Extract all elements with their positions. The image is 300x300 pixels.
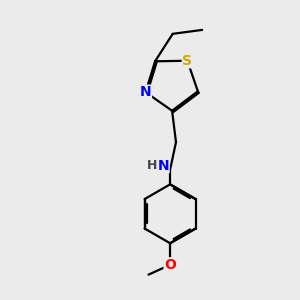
Text: O: O xyxy=(164,258,176,272)
Text: N: N xyxy=(158,159,169,173)
Text: H: H xyxy=(147,159,158,172)
Text: N: N xyxy=(140,85,152,99)
Text: S: S xyxy=(182,54,192,68)
